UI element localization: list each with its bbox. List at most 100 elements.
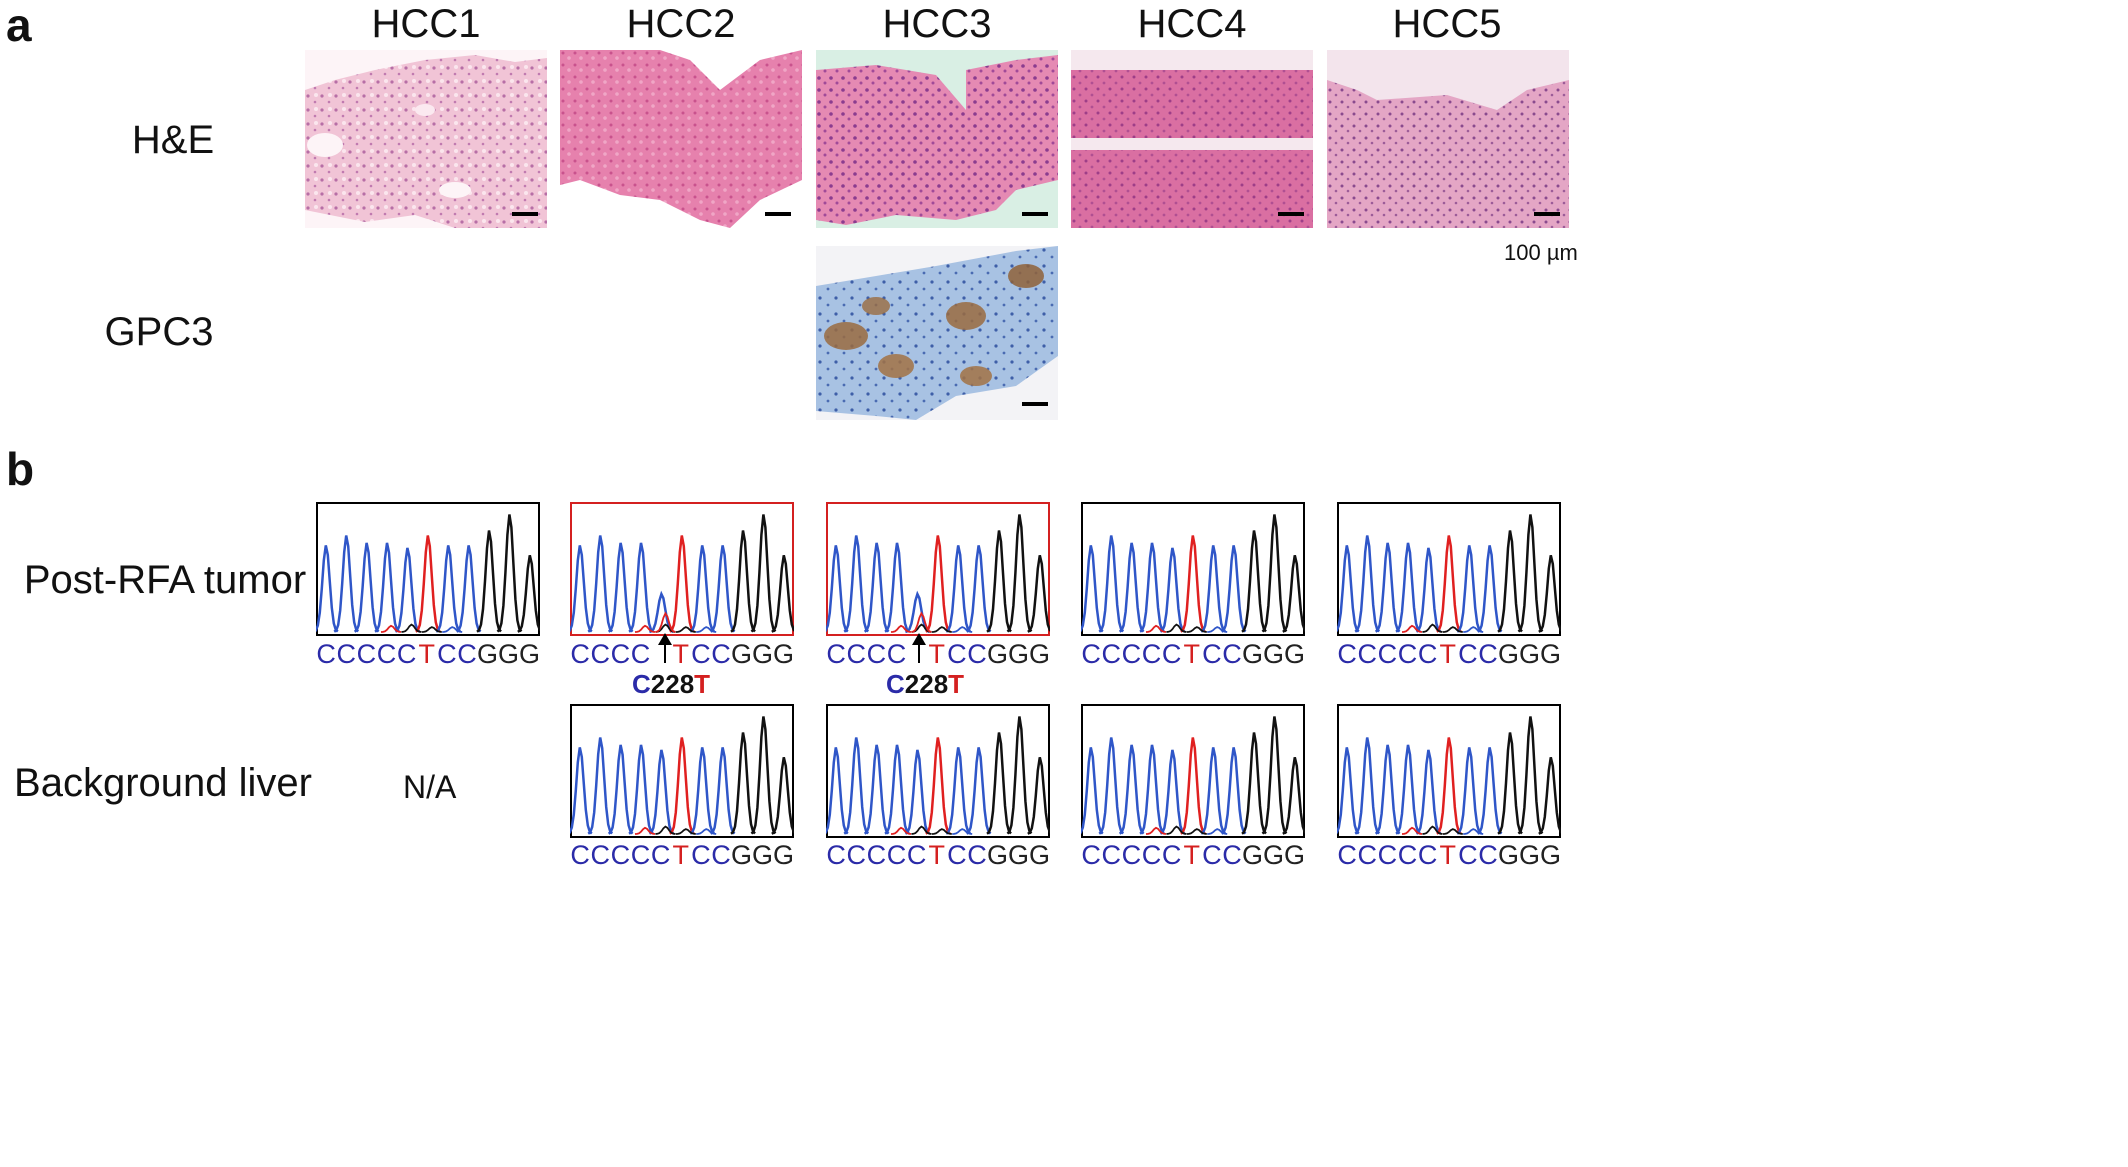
chromatogram-peak bbox=[884, 744, 910, 835]
row-label-he: H&E bbox=[131, 118, 215, 162]
chromatogram-peak bbox=[415, 535, 441, 633]
chromatogram-peak bbox=[1027, 757, 1050, 835]
chromatogram-svg bbox=[826, 502, 1050, 636]
chromatogram-peak bbox=[353, 542, 380, 633]
chromatogram-peak bbox=[1180, 535, 1206, 633]
chromatogram-peak bbox=[1282, 757, 1305, 835]
chromatogram-hcc1-tumor bbox=[316, 502, 540, 636]
chromatogram-background-peak bbox=[1422, 825, 1443, 835]
chromatogram-peak bbox=[1139, 744, 1165, 835]
base-letter: C bbox=[630, 639, 651, 669]
base-letter: G bbox=[773, 639, 795, 669]
base-letter: C bbox=[1458, 639, 1478, 669]
chromatogram-peak bbox=[986, 530, 1012, 633]
mutation-label-hcc2: C228T bbox=[632, 669, 710, 700]
chromatogram-background-peak bbox=[1422, 623, 1443, 633]
chromatogram-peak bbox=[1200, 545, 1227, 633]
base-letter: C bbox=[1377, 840, 1398, 870]
base-letter: C bbox=[1202, 840, 1222, 870]
base-letter: C bbox=[1357, 840, 1377, 870]
base-letter: G bbox=[1540, 639, 1562, 669]
base-letter: G bbox=[1540, 840, 1562, 870]
base-letter: C bbox=[1417, 840, 1438, 870]
base-letter: G bbox=[1498, 840, 1520, 870]
base-letter: C bbox=[1478, 639, 1498, 669]
base-letter: C bbox=[1121, 840, 1142, 870]
chromatogram-peak bbox=[965, 545, 992, 633]
base-letter: C bbox=[866, 639, 887, 669]
base-letter: G bbox=[731, 639, 753, 669]
chromatogram-peak bbox=[1241, 530, 1267, 633]
chromatogram-peak bbox=[316, 545, 339, 633]
base-letter: C bbox=[691, 639, 711, 669]
chromatogram-peak bbox=[1415, 547, 1442, 633]
base-letter: G bbox=[1242, 639, 1264, 669]
he-image-hcc1 bbox=[305, 50, 547, 228]
base-letter: C bbox=[1161, 840, 1182, 870]
base-letter: T bbox=[928, 639, 945, 669]
chromatogram-background-peak bbox=[952, 828, 973, 835]
base-letter: C bbox=[1222, 639, 1242, 669]
chromatogram-peak bbox=[843, 535, 870, 633]
mutation-arrow-hcc2 bbox=[658, 633, 672, 663]
chromatogram-hcc5-tumor bbox=[1337, 502, 1561, 636]
base-letter: C bbox=[1161, 639, 1182, 669]
column-header-hcc1: HCC1 bbox=[371, 2, 481, 46]
base-letter: G bbox=[1263, 840, 1285, 870]
base-letter: C bbox=[570, 840, 590, 870]
base-letter: G bbox=[752, 639, 774, 669]
chromatogram-peak bbox=[1436, 737, 1462, 835]
chromatogram-background-peak bbox=[696, 626, 717, 633]
chromatogram-peak bbox=[1081, 545, 1104, 633]
base-letter: G bbox=[1008, 639, 1030, 669]
chromatogram-peak bbox=[1220, 747, 1247, 835]
base-letter: C bbox=[1397, 639, 1418, 669]
base-letter: T bbox=[1439, 639, 1456, 669]
chromatogram-peak bbox=[1027, 555, 1050, 633]
mutation-pos: 228 bbox=[650, 669, 695, 699]
chromatogram-peak bbox=[496, 514, 523, 633]
chromatogram-peak bbox=[1538, 757, 1561, 835]
chromatogram-peak bbox=[925, 737, 951, 835]
chromatogram-peak bbox=[435, 545, 462, 633]
chromatogram-peak bbox=[669, 737, 695, 835]
chromatogram-peak bbox=[1139, 542, 1165, 633]
chromatogram-background-peak bbox=[1463, 626, 1484, 633]
chromatogram-background-peak bbox=[634, 826, 656, 835]
base-letter: G bbox=[731, 840, 753, 870]
base-letter: C bbox=[590, 639, 610, 669]
chromatogram-peak bbox=[1456, 545, 1483, 633]
row-label-post-rfa-tumor: Post-RFA tumor bbox=[23, 558, 307, 602]
base-letter: G bbox=[987, 840, 1009, 870]
base-letter: T bbox=[928, 840, 945, 870]
chromatogram-peak bbox=[374, 542, 400, 633]
base-letter: G bbox=[1008, 840, 1030, 870]
chromatogram-peak bbox=[1517, 716, 1544, 835]
chromatogram-peak bbox=[648, 749, 675, 835]
chromatogram-background-peak bbox=[931, 626, 952, 633]
base-letter: C bbox=[846, 840, 866, 870]
base-letter: C bbox=[650, 840, 671, 870]
chromatogram-peak bbox=[1098, 737, 1125, 835]
he-image-hcc2 bbox=[560, 50, 802, 228]
base-letter: C bbox=[1222, 840, 1242, 870]
mutation-alt: T bbox=[694, 669, 711, 699]
chromatogram-background-peak bbox=[655, 611, 676, 633]
row-label-gpc3: GPC3 bbox=[104, 310, 214, 354]
chromatogram-peak bbox=[1118, 542, 1145, 633]
chromatogram-peak bbox=[689, 747, 716, 835]
chromatogram-svg bbox=[570, 502, 794, 636]
chromatogram-background-peak bbox=[696, 828, 717, 835]
chromatogram-peak bbox=[750, 514, 777, 633]
chromatogram-peak bbox=[730, 530, 756, 633]
base-letter: C bbox=[457, 639, 477, 669]
chromatogram-background-peak bbox=[890, 826, 912, 835]
chromatogram-svg bbox=[826, 704, 1050, 838]
chromatogram-peak bbox=[628, 542, 654, 633]
chromatogram-svg bbox=[1337, 704, 1561, 838]
chromatogram-peak bbox=[1159, 749, 1186, 835]
base-letter: T bbox=[1183, 840, 1200, 870]
he-image-hcc3 bbox=[816, 50, 1058, 228]
